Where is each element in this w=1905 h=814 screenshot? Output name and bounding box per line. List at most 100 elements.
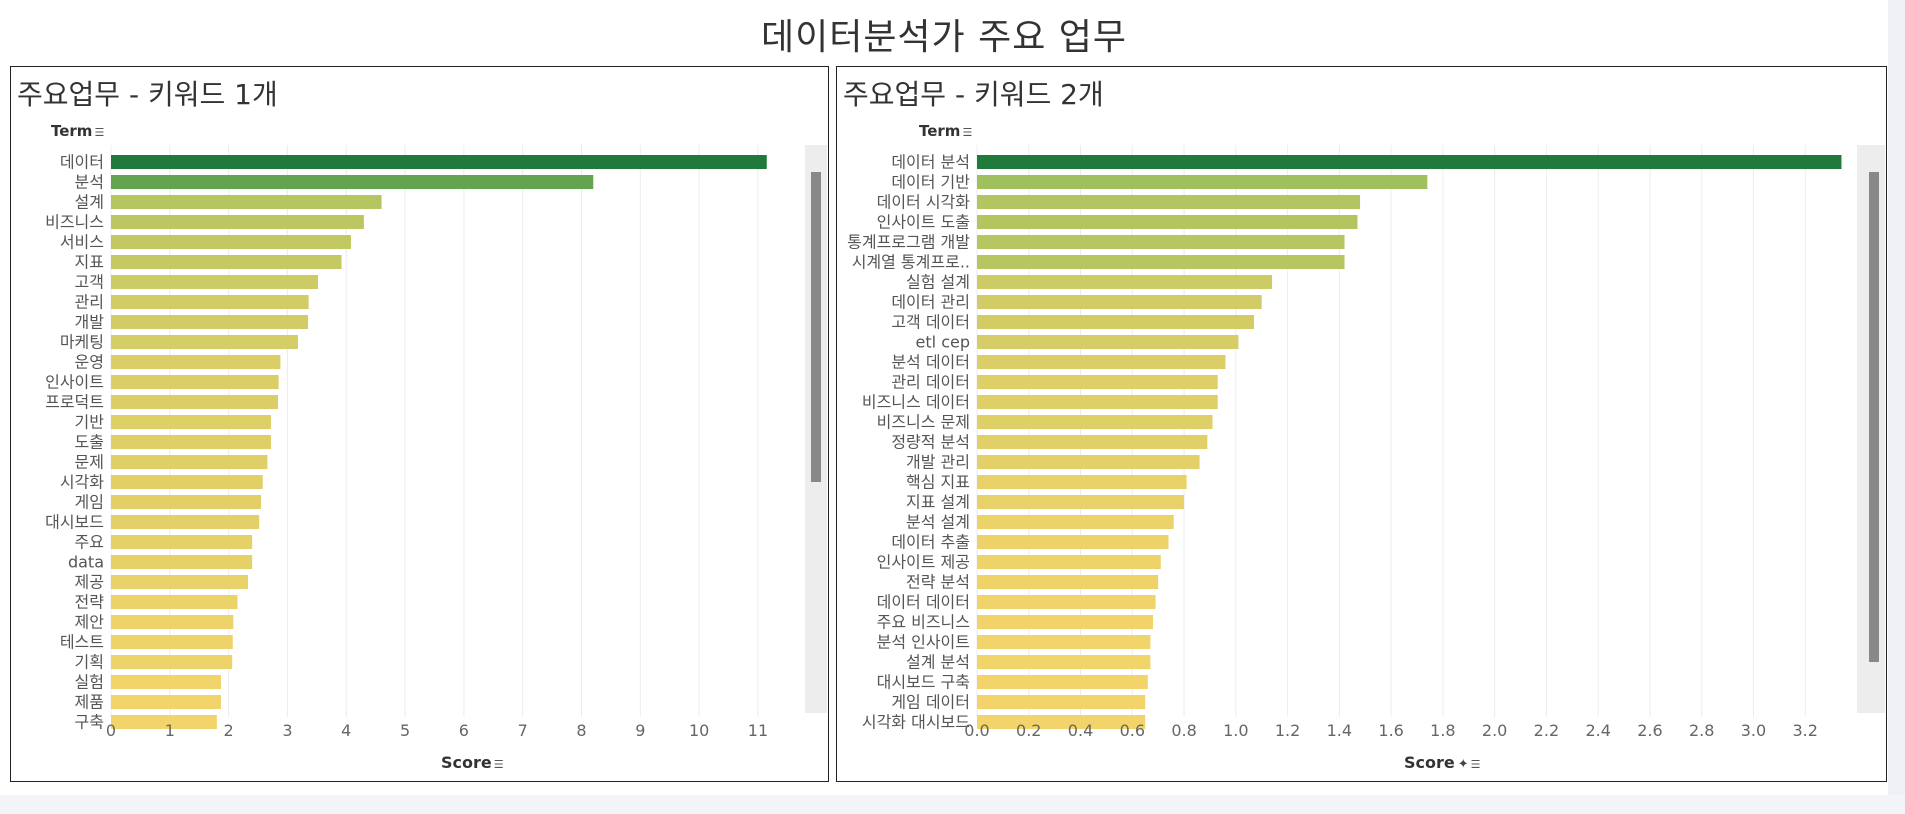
bar[interactable] bbox=[977, 395, 1218, 409]
bar[interactable] bbox=[111, 595, 238, 609]
x-tick-label: 2.2 bbox=[1534, 721, 1559, 740]
sort-icon[interactable]: ☰ bbox=[94, 126, 105, 139]
category-label: 전략 bbox=[75, 593, 105, 612]
bar[interactable] bbox=[977, 335, 1239, 349]
bar[interactable] bbox=[977, 415, 1213, 429]
category-label: 분석 데이터 bbox=[891, 353, 970, 372]
bar[interactable] bbox=[977, 715, 1146, 729]
bar[interactable] bbox=[111, 615, 234, 629]
bar[interactable] bbox=[977, 235, 1345, 249]
category-label: 분석 인사이트 bbox=[877, 633, 970, 652]
bar[interactable] bbox=[111, 435, 271, 449]
dashboard-title: 데이터분석가 주요 업무 bbox=[760, 17, 1128, 58]
x-tick-label: 11 bbox=[748, 721, 768, 740]
bar[interactable] bbox=[977, 195, 1361, 209]
bar[interactable] bbox=[977, 655, 1151, 669]
bar[interactable] bbox=[111, 315, 309, 329]
bar[interactable] bbox=[977, 595, 1156, 609]
bar[interactable] bbox=[977, 255, 1345, 269]
scrollbar-thumb[interactable] bbox=[811, 172, 821, 482]
category-label: 실험 bbox=[75, 673, 104, 692]
bar[interactable] bbox=[977, 215, 1358, 229]
bar[interactable] bbox=[111, 515, 260, 529]
term-axis-header[interactable]: Term ☰ bbox=[51, 122, 104, 140]
bar[interactable] bbox=[977, 555, 1161, 569]
bar[interactable] bbox=[111, 555, 253, 569]
x-tick-label: 3.2 bbox=[1793, 721, 1818, 740]
bar[interactable] bbox=[111, 695, 221, 709]
bar[interactable] bbox=[977, 475, 1187, 489]
bar[interactable] bbox=[977, 435, 1208, 449]
score-axis-header[interactable]: Score ☰ bbox=[441, 753, 504, 772]
bar[interactable] bbox=[111, 675, 221, 689]
bar[interactable] bbox=[111, 355, 281, 369]
term-axis-label: Term bbox=[919, 122, 961, 140]
bar[interactable] bbox=[977, 675, 1148, 689]
bar[interactable] bbox=[111, 375, 279, 389]
bar[interactable] bbox=[977, 155, 1842, 169]
bar[interactable] bbox=[111, 495, 261, 509]
bar[interactable] bbox=[111, 455, 268, 469]
bar[interactable] bbox=[977, 535, 1169, 549]
x-tick-label: 2.8 bbox=[1689, 721, 1714, 740]
vertical-scrollbar[interactable] bbox=[805, 145, 827, 713]
bar[interactable] bbox=[111, 155, 767, 169]
bar[interactable] bbox=[977, 295, 1262, 309]
bar[interactable] bbox=[111, 195, 382, 209]
bar[interactable] bbox=[111, 575, 249, 589]
bar[interactable] bbox=[111, 295, 309, 309]
bar[interactable] bbox=[111, 335, 299, 349]
x-tick-label: 0.6 bbox=[1120, 721, 1145, 740]
bar[interactable] bbox=[977, 695, 1146, 709]
bar[interactable] bbox=[111, 415, 271, 429]
bar[interactable] bbox=[111, 395, 279, 409]
pin-icon[interactable]: ✦ bbox=[1457, 757, 1469, 772]
bar[interactable] bbox=[977, 515, 1174, 529]
sort-icon[interactable]: ☰ bbox=[493, 758, 504, 771]
bar[interactable] bbox=[977, 615, 1153, 629]
bar[interactable] bbox=[977, 635, 1151, 649]
bar[interactable] bbox=[111, 175, 594, 189]
bar[interactable] bbox=[977, 355, 1226, 369]
bar[interactable] bbox=[977, 175, 1428, 189]
category-label: 데이터 시각화 bbox=[877, 193, 971, 212]
term-axis-label: Term bbox=[51, 122, 93, 140]
sort-icon[interactable]: ☰ bbox=[962, 126, 973, 139]
category-label: 기반 bbox=[75, 413, 105, 432]
bar[interactable] bbox=[977, 375, 1218, 389]
bar[interactable] bbox=[111, 715, 217, 729]
category-label: 지표 설계 bbox=[906, 493, 970, 512]
chart-plot-area: 데이터 분석 설계 비즈니스 서비스 지표 고객 관리 개발 마케팅 운영 인사이트 프로덕트 기반 도출 문… bbox=[11, 145, 805, 781]
bar[interactable] bbox=[977, 315, 1254, 329]
category-label: 개발 관리 bbox=[906, 453, 970, 472]
score-axis-header[interactable]: Score ✦ ☰ bbox=[1404, 753, 1481, 772]
score-axis-label: Score bbox=[441, 753, 492, 772]
category-label: 관리 데이터 bbox=[891, 373, 970, 392]
bar[interactable] bbox=[111, 235, 351, 249]
x-axis-svg: 0 1 2 3 4 5 6 7 8 9 10 11 bbox=[106, 721, 768, 740]
x-tick-label: 2 bbox=[224, 721, 234, 740]
sort-icon[interactable]: ☰ bbox=[1470, 758, 1481, 771]
vertical-scrollbar[interactable] bbox=[1857, 145, 1885, 713]
bar[interactable] bbox=[111, 535, 253, 549]
category-label: 고객 데이터 bbox=[891, 313, 970, 332]
x-tick-label: 2.4 bbox=[1585, 721, 1610, 740]
category-label: 정량적 분석 bbox=[891, 433, 970, 452]
bar[interactable] bbox=[111, 275, 319, 289]
bar[interactable] bbox=[977, 455, 1200, 469]
category-label: 인사이트 도출 bbox=[877, 213, 970, 232]
scrollbar-thumb[interactable] bbox=[1869, 172, 1879, 662]
bar[interactable] bbox=[111, 635, 233, 649]
bar[interactable] bbox=[111, 655, 233, 669]
bar[interactable] bbox=[111, 255, 342, 269]
bar[interactable] bbox=[977, 495, 1185, 509]
category-label: 데이터 데이터 bbox=[877, 593, 970, 612]
bar[interactable] bbox=[977, 575, 1159, 589]
term-axis-header[interactable]: Term ☰ bbox=[919, 122, 972, 140]
bar[interactable] bbox=[977, 275, 1273, 289]
chart-plot-area: 데이터 분석 데이터 기반 데이터 시각화 인사이트 도출 통계프로그램 개발 시계열 통… bbox=[837, 145, 1857, 781]
bar[interactable] bbox=[111, 475, 263, 489]
panel-title: 주요업무 - 키워드 2개 bbox=[843, 78, 1104, 111]
category-label: 비즈니스 데이터 bbox=[862, 393, 970, 412]
bar[interactable] bbox=[111, 215, 364, 229]
